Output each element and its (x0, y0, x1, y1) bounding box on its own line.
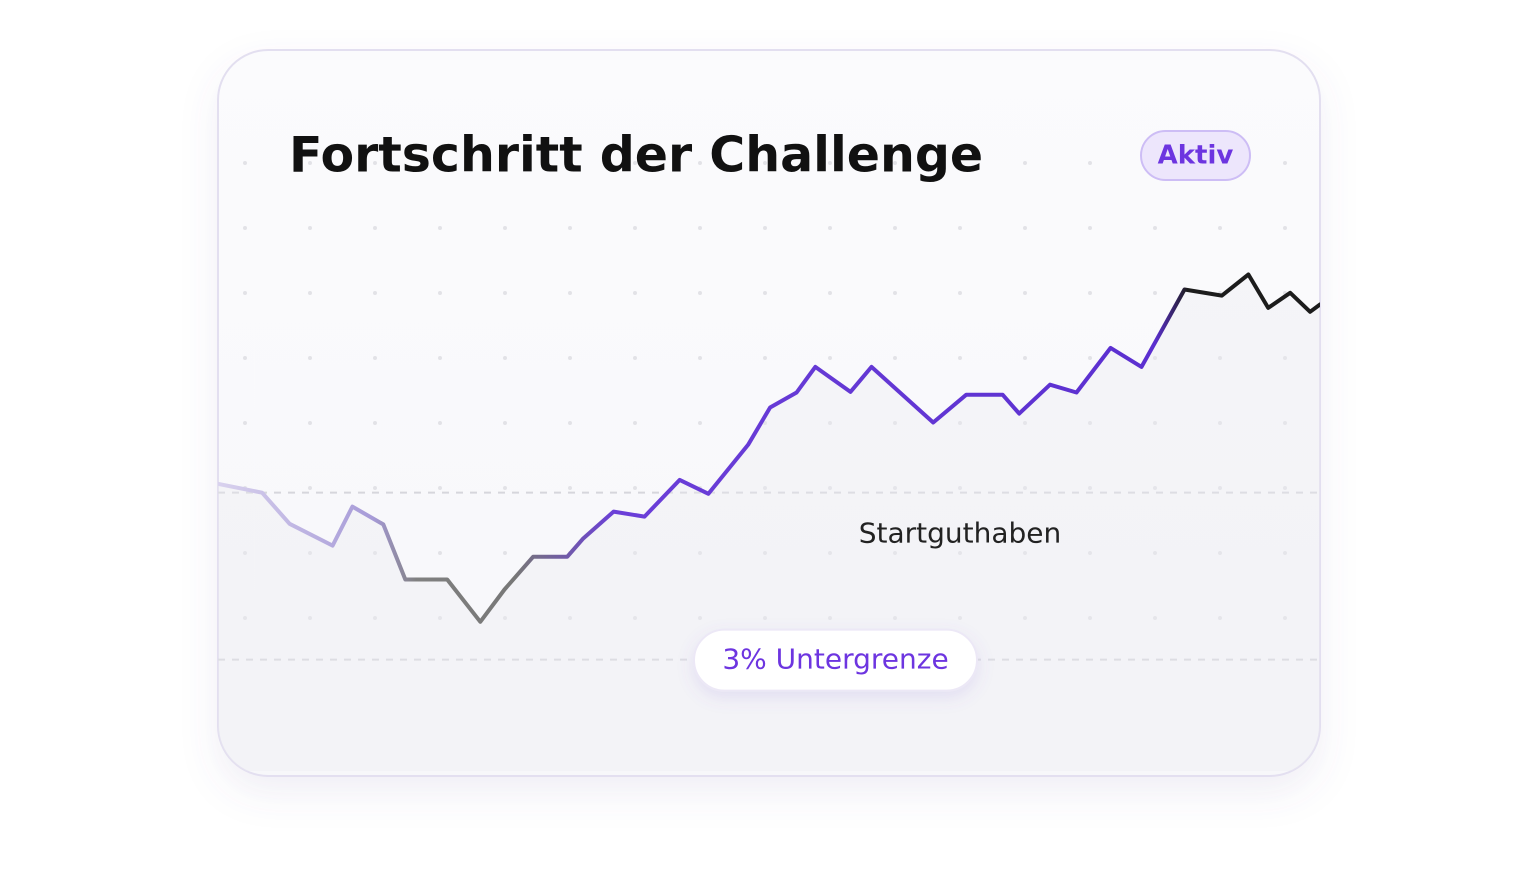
dot-grid (218, 130, 1320, 650)
chart-title: Fortschritt der Challenge (289, 127, 983, 184)
reference-pill (693, 628, 978, 692)
badge-label: Aktiv (1158, 141, 1234, 171)
area (218, 274, 1320, 771)
line (218, 272, 1320, 624)
badge (1140, 130, 1251, 181)
reference-label: 3% Untergrenze (722, 643, 948, 676)
reference-label: Startguthaben (859, 517, 1062, 550)
plot (218, 130, 1320, 771)
